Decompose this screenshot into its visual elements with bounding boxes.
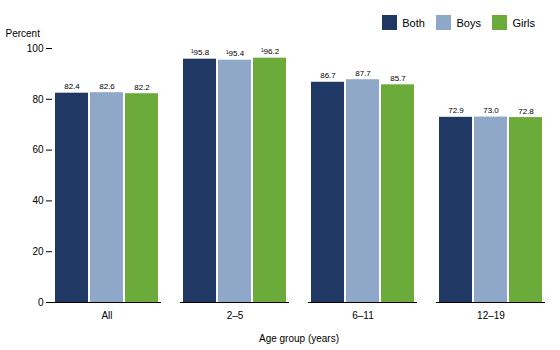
svg-text:Age group (years): Age group (years)	[259, 333, 339, 344]
svg-text:87.7: 87.7	[355, 69, 371, 78]
svg-text:0: 0	[38, 297, 44, 308]
svg-text:82.6: 82.6	[99, 82, 115, 91]
svg-text:80: 80	[32, 94, 44, 105]
svg-text:72.9: 72.9	[448, 106, 464, 115]
svg-text:12–19: 12–19	[477, 310, 505, 321]
svg-text:40: 40	[32, 195, 44, 206]
svg-text:73.0: 73.0	[483, 106, 499, 115]
html-text:Both: Both	[402, 16, 425, 29]
svg-text:All: All	[101, 310, 112, 321]
svg-text:20: 20	[32, 246, 44, 257]
svg-text:72.8: 72.8	[518, 107, 534, 116]
svg-text:¹95.8: ¹95.8	[191, 48, 210, 57]
svg-text:6–11: 6–11	[352, 310, 374, 321]
svg-text:86.7: 86.7	[320, 71, 336, 80]
svg-text:60: 60	[32, 144, 44, 155]
svg-text:¹95.4: ¹95.4	[226, 49, 245, 58]
html-text:Girls: Girls	[512, 16, 535, 29]
svg-text:Percent: Percent	[6, 28, 41, 39]
svg-text:82.2: 82.2	[134, 83, 150, 92]
svg-text:82.4: 82.4	[64, 82, 80, 91]
svg-text:2–5: 2–5	[227, 310, 244, 321]
svg-text:¹96.2: ¹96.2	[261, 47, 280, 56]
html-text:Boys: Boys	[456, 16, 481, 29]
svg-text:85.7: 85.7	[390, 74, 406, 83]
svg-text:100: 100	[27, 43, 44, 54]
